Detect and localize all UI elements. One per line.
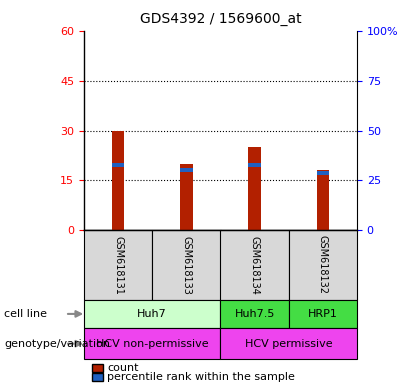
Text: Huh7.5: Huh7.5	[234, 309, 275, 319]
Bar	[289, 300, 357, 328]
Text: GSM618131: GSM618131	[113, 235, 123, 295]
Text: genotype/variation: genotype/variation	[4, 339, 110, 349]
Text: HCV permissive: HCV permissive	[245, 339, 333, 349]
Bar	[317, 172, 329, 175]
Text: HCV non-permissive: HCV non-permissive	[96, 339, 209, 349]
Text: percentile rank within the sample: percentile rank within the sample	[107, 372, 295, 382]
Bar	[317, 170, 329, 230]
Bar	[220, 328, 357, 359]
Bar	[112, 131, 124, 230]
Bar	[289, 230, 357, 300]
Bar	[112, 163, 124, 167]
Bar	[249, 163, 261, 167]
Bar	[152, 230, 221, 300]
Bar	[84, 328, 220, 359]
Bar	[180, 164, 192, 230]
Bar	[220, 230, 289, 300]
Bar	[220, 300, 289, 328]
Bar	[249, 147, 261, 230]
Bar	[84, 300, 220, 328]
Bar	[180, 168, 192, 172]
Text: Huh7: Huh7	[137, 309, 167, 319]
Bar	[84, 230, 152, 300]
Text: HRP1: HRP1	[308, 309, 338, 319]
Text: GSM618134: GSM618134	[249, 235, 260, 295]
Title: GDS4392 / 1569600_at: GDS4392 / 1569600_at	[140, 12, 301, 25]
Text: cell line: cell line	[4, 309, 47, 319]
Text: count: count	[107, 363, 139, 373]
Text: GSM618132: GSM618132	[318, 235, 328, 295]
Text: GSM618133: GSM618133	[181, 235, 192, 295]
